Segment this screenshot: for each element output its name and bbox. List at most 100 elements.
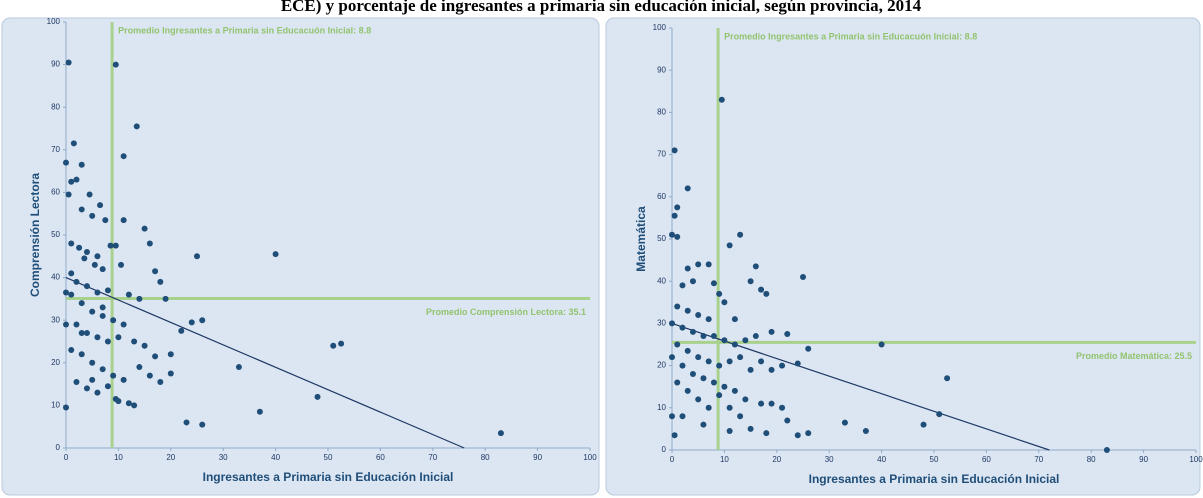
point	[107, 242, 114, 249]
point	[94, 289, 101, 296]
point	[120, 321, 127, 328]
point	[794, 360, 801, 367]
point	[700, 333, 707, 340]
point	[157, 278, 164, 285]
point	[83, 283, 90, 290]
point	[97, 202, 104, 209]
point	[695, 311, 702, 318]
point	[120, 376, 127, 383]
point	[76, 244, 83, 251]
point	[920, 421, 927, 428]
point	[689, 371, 696, 378]
x-tick-label: 10	[720, 455, 729, 464]
x-tick-label: 30	[219, 453, 228, 462]
x-axis-title: Ingresantes a Primaria sin Educación Ini…	[809, 472, 1060, 486]
point	[73, 378, 80, 385]
point	[1103, 447, 1110, 453]
y-tick-label: 10	[657, 403, 666, 412]
point	[314, 393, 321, 400]
point	[674, 303, 681, 310]
point	[133, 123, 140, 130]
point	[131, 402, 138, 409]
point	[110, 372, 117, 379]
point	[862, 428, 869, 435]
point	[705, 316, 712, 323]
point	[784, 417, 791, 424]
point	[78, 300, 85, 307]
y-tick-label: 20	[51, 358, 60, 367]
point	[115, 334, 122, 341]
point	[768, 366, 775, 373]
point	[679, 324, 686, 331]
point	[199, 421, 206, 428]
point	[89, 376, 96, 383]
point	[768, 328, 775, 335]
point	[779, 404, 786, 411]
point	[684, 387, 691, 394]
point	[91, 261, 98, 268]
point	[99, 266, 106, 273]
point	[73, 176, 80, 183]
point	[152, 353, 159, 360]
point	[256, 408, 263, 415]
point	[330, 342, 337, 349]
point	[737, 413, 744, 420]
point	[841, 419, 848, 426]
y-tick-label: 100	[653, 23, 667, 32]
point	[784, 330, 791, 337]
point	[731, 387, 738, 394]
point	[705, 358, 712, 365]
y-tick-label: 60	[51, 188, 60, 197]
point	[146, 372, 153, 379]
y-tick-label: 50	[51, 230, 60, 239]
y-tick-label: 90	[51, 60, 60, 69]
point	[752, 263, 759, 270]
panel	[605, 17, 1201, 496]
point	[684, 185, 691, 192]
point	[102, 217, 109, 224]
point	[674, 379, 681, 386]
y-tick-label: 0	[662, 445, 667, 454]
point	[726, 404, 733, 411]
point	[112, 242, 119, 249]
point	[68, 347, 75, 354]
average-y-note: Promedio Comprensión Lectora: 35.1	[426, 307, 586, 317]
point	[671, 212, 678, 219]
point	[674, 204, 681, 211]
point	[747, 278, 754, 285]
point	[235, 364, 242, 371]
point	[684, 265, 691, 272]
point	[194, 253, 200, 260]
point	[742, 337, 749, 344]
point	[63, 321, 69, 328]
point	[104, 287, 111, 294]
point	[726, 428, 733, 435]
point	[110, 317, 117, 324]
page-title: ECE) y porcentaje de ingresantes a prima…	[281, 0, 922, 15]
point	[944, 375, 951, 382]
point	[747, 366, 754, 373]
point	[718, 96, 725, 103]
point	[710, 333, 717, 340]
y-tick-label: 80	[657, 108, 666, 117]
point	[705, 261, 712, 268]
point	[272, 251, 279, 258]
y-tick-label: 80	[51, 102, 60, 111]
point	[747, 425, 754, 432]
point	[63, 289, 69, 296]
point	[73, 321, 80, 328]
point	[120, 217, 127, 224]
point	[794, 432, 801, 439]
point	[94, 253, 101, 260]
point	[763, 430, 770, 437]
point	[183, 419, 190, 426]
point	[89, 212, 96, 219]
point	[684, 307, 691, 314]
point	[763, 290, 770, 297]
x-tick-label: 90	[533, 453, 542, 462]
point	[716, 362, 723, 369]
point	[737, 231, 744, 238]
x-tick-label: 0	[64, 453, 69, 462]
x-tick-label: 60	[376, 453, 385, 462]
